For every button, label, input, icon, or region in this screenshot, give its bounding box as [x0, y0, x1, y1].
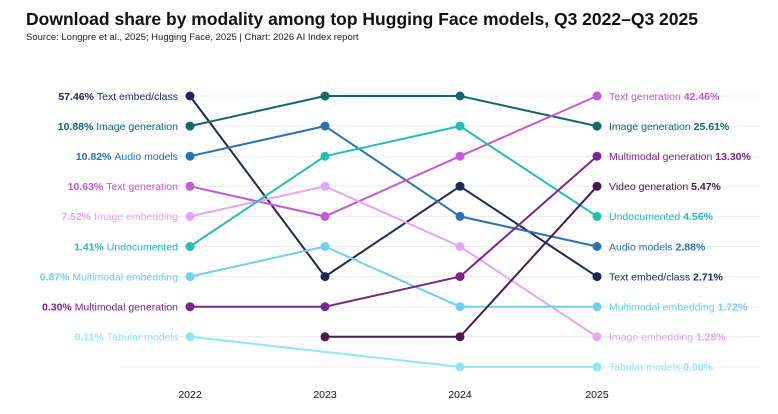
- end-label: Tabular models 0.00%: [609, 362, 714, 374]
- start-label: 0.30% Multimodal generation: [42, 302, 178, 314]
- data-point: [592, 302, 602, 312]
- data-point: [185, 242, 195, 251]
- data-point: [455, 272, 465, 282]
- x-tick-label: 2024: [448, 389, 472, 401]
- start-label: 10.82% Audio models: [76, 151, 178, 163]
- data-point: [185, 181, 195, 191]
- data-point: [455, 151, 465, 161]
- data-point: [185, 332, 195, 342]
- data-point: [592, 332, 602, 342]
- end-label: Multimodal embedding 1.72%: [609, 302, 748, 314]
- start-label: 1.41% Undocumented: [74, 241, 178, 253]
- end-label: Text generation 42.46%: [609, 91, 720, 103]
- series-line: [325, 185, 598, 338]
- start-label: 57.46% Text embed/class: [58, 91, 178, 103]
- end-label: Image generation 25.61%: [609, 121, 730, 133]
- end-label: Image embedding 1.28%: [609, 332, 726, 344]
- data-point: [455, 242, 465, 251]
- data-point: [455, 211, 465, 221]
- data-point: [592, 181, 602, 191]
- chart-subtitle: Source: Longpre et al., 2025; Hugging Fa…: [26, 32, 359, 43]
- data-point: [320, 272, 330, 282]
- data-point: [320, 302, 330, 312]
- series-line: [189, 125, 598, 248]
- data-point: [455, 181, 465, 191]
- data-point: [455, 302, 465, 312]
- data-point: [320, 332, 330, 342]
- start-label: 7.52% Image embedding: [61, 211, 178, 223]
- data-point: [592, 362, 602, 372]
- series-line: [189, 125, 598, 248]
- data-point: [455, 121, 465, 131]
- x-tick-label: 2023: [313, 389, 337, 401]
- data-point: [592, 151, 602, 161]
- data-point: [455, 332, 465, 342]
- end-label: Text embed/class 2.71%: [609, 271, 723, 283]
- start-label: 10.63% Text generation: [68, 181, 178, 193]
- end-label: Undocumented 4.56%: [609, 211, 714, 223]
- series-line: [189, 245, 597, 308]
- data-point: [185, 302, 195, 312]
- data-point: [320, 91, 330, 101]
- start-label: 10.88% Image generation: [58, 121, 178, 133]
- data-point: [185, 91, 195, 101]
- data-point: [185, 272, 195, 282]
- data-point: [185, 151, 195, 161]
- end-label: Multimodal generation 13.30%: [609, 151, 752, 163]
- data-point: [185, 121, 195, 131]
- x-tick-label: 2022: [178, 389, 202, 401]
- start-label: 0.11% Tabular models: [75, 332, 178, 344]
- data-point: [320, 121, 330, 131]
- series-line: [190, 155, 598, 308]
- data-point: [592, 121, 602, 131]
- end-label: Video generation 5.47%: [609, 181, 722, 193]
- data-point: [592, 242, 602, 251]
- data-point: [320, 242, 330, 251]
- start-label: 0.87% Multimodal embedding: [40, 271, 179, 283]
- data-point: [592, 272, 602, 282]
- data-point: [320, 151, 330, 161]
- x-tick-label: 2025: [585, 389, 609, 401]
- data-point: [320, 211, 330, 221]
- data-point: [455, 91, 465, 101]
- series-line: [189, 335, 597, 368]
- data-point: [592, 91, 602, 101]
- data-point: [455, 362, 465, 372]
- data-point: [320, 181, 330, 191]
- data-point: [592, 211, 602, 221]
- data-point: [185, 211, 195, 221]
- chart-title: Download share by modality among top Hug…: [26, 9, 698, 29]
- end-label: Audio models 2.88%: [609, 241, 706, 253]
- series-line: [189, 95, 598, 128]
